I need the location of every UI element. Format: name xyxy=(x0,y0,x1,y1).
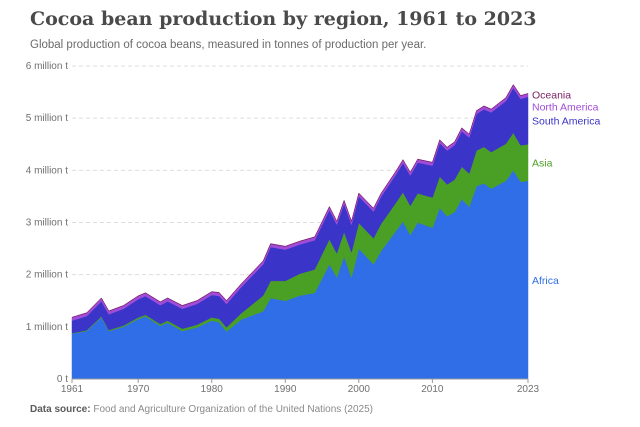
region-label-africa: Africa xyxy=(532,275,559,287)
chart-subtitle: Global production of cocoa beans, measur… xyxy=(30,39,427,51)
y-tick-label: 0 t xyxy=(57,374,68,385)
axis-layer: 0 t 1 million t 2 million t 3 million t 4 mi… xyxy=(26,61,540,395)
y-tick-label: 3 million t xyxy=(26,218,68,229)
region-label-asia: Asia xyxy=(532,158,553,170)
area-oceania xyxy=(71,84,529,318)
data-source-text: Food and Agriculture Organization of the… xyxy=(93,404,373,415)
y-tick-label: 4 million t xyxy=(26,165,68,176)
chart-title: Cocoa bean production by region, 1961 to… xyxy=(30,8,537,30)
x-tick-label: 1970 xyxy=(127,384,150,395)
x-tick-label: 1980 xyxy=(201,384,224,395)
x-tick-label: 2000 xyxy=(348,384,371,395)
area-layer xyxy=(71,84,529,380)
y-tick-label: 2 million t xyxy=(26,270,68,281)
region-label-north-america: North America xyxy=(532,101,599,113)
x-tick-label: 1961 xyxy=(61,384,84,395)
region-label-south-america: South America xyxy=(532,116,600,128)
data-source-label: Data source: xyxy=(30,404,91,415)
data-source: Data source: Food and Agriculture Organi… xyxy=(30,404,373,415)
y-tick-label: 1 million t xyxy=(26,322,68,333)
y-tick-label: 5 million t xyxy=(26,113,68,124)
x-tick-label: 1990 xyxy=(274,384,297,395)
y-tick-label: 6 million t xyxy=(26,61,68,72)
x-tick-label: 2010 xyxy=(421,384,444,395)
x-tick-label: 2023 xyxy=(517,384,540,395)
region-label-oceania: Oceania xyxy=(532,89,571,101)
